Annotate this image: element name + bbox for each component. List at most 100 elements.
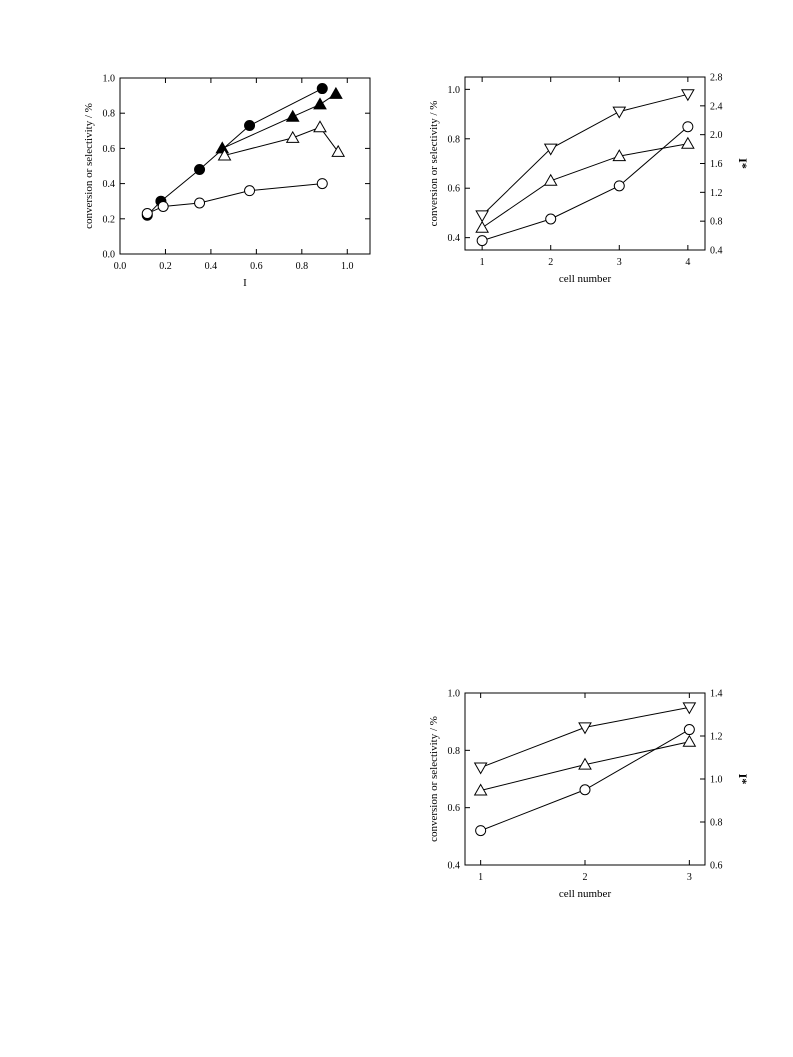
y2-tick-label: 2.8 xyxy=(710,73,723,84)
series-1-point xyxy=(612,106,627,119)
y2-tick-label: 0.8 xyxy=(710,818,723,829)
series-3-point xyxy=(683,724,695,736)
y2-tick-label: 1.2 xyxy=(710,732,723,743)
y2-tick-label: 1.6 xyxy=(710,159,723,170)
x-tick-label: 1.0 xyxy=(341,261,354,272)
series-3-point xyxy=(682,121,694,133)
y2-tick-label: 1.4 xyxy=(710,689,723,700)
series-3-point xyxy=(579,784,591,796)
chart-cell-number-3: 1 2 3 0.4 0.6 0.8 1.0 0.6 0.8 1.0 1.2 1.4 cell numbe… xyxy=(415,683,760,908)
series-2-point xyxy=(680,136,695,149)
series-2-point xyxy=(285,109,300,122)
series-3-point xyxy=(217,148,232,161)
series-1-point xyxy=(244,120,256,132)
chart-conversion-vs-i: 0.00.20.40.60.81.00.00.20.40.60.81.0I*co… xyxy=(75,70,375,300)
series-4-line xyxy=(147,183,323,214)
series-2-line xyxy=(222,93,337,149)
y-tick-label: 0.4 xyxy=(103,179,116,190)
x-tick-label: 4 xyxy=(685,257,690,268)
chart-svg: 1 2 3 4 0.4 0.6 0.8 1.0 0.4 0.8 1.2 1.6 2.0 2.4 2.8 cel… xyxy=(428,73,750,286)
series-2-point xyxy=(329,86,343,99)
y2-tick-label: 0.8 xyxy=(710,217,723,228)
y-tick-label: 0.0 xyxy=(103,250,116,261)
series-3-line xyxy=(481,126,689,242)
series-1-point xyxy=(682,702,697,715)
series-3-point xyxy=(475,825,487,837)
y-tick-label: 1.0 xyxy=(448,689,461,700)
series-1-line xyxy=(481,93,688,216)
series-1-point xyxy=(543,143,558,156)
series-3-point xyxy=(331,144,346,157)
series-1-point xyxy=(473,762,488,775)
y2-axis-label: I* xyxy=(736,158,750,169)
x-tick-label: 3 xyxy=(687,872,692,883)
x-axis-label: cell number xyxy=(559,273,612,285)
y-tick-label: 0.6 xyxy=(103,144,116,155)
series-2-line xyxy=(481,143,688,229)
y-tick-label: 0.8 xyxy=(448,134,461,145)
series-2-point xyxy=(543,173,558,186)
series-1-line xyxy=(146,88,323,216)
x-tick-label: 2 xyxy=(548,257,553,268)
x-tick-label: 3 xyxy=(617,257,622,268)
y-axis-label: conversion or selectivity / % xyxy=(83,103,95,229)
series-2-point xyxy=(475,220,490,233)
x-tick-label: 0.0 xyxy=(114,261,127,272)
y2-tick-label: 0.4 xyxy=(710,246,723,257)
x-tick-label: 2 xyxy=(583,872,588,883)
series-1-point xyxy=(194,164,206,176)
series-1-point xyxy=(578,722,592,735)
x-axis-label: I xyxy=(243,277,247,289)
y-tick-label: 0.4 xyxy=(448,233,461,244)
series-2-point xyxy=(578,757,592,770)
y-tick-label: 0.8 xyxy=(103,109,116,120)
series-1-point xyxy=(316,83,328,95)
series-2-point xyxy=(313,97,327,110)
series-3-point xyxy=(613,180,625,192)
series-2-point xyxy=(473,783,488,796)
y-tick-label: 1.0 xyxy=(448,85,461,96)
series-3-point xyxy=(545,213,557,225)
series-3-line xyxy=(224,126,339,156)
series-2-point xyxy=(682,734,697,747)
y-tick-label: 0.2 xyxy=(103,214,116,225)
series-4-point xyxy=(194,197,206,209)
y2-axis-label: I* xyxy=(736,774,750,785)
y-tick-label: 0.8 xyxy=(448,746,461,757)
x-tick-label: 1 xyxy=(480,257,485,268)
series-4-point xyxy=(244,185,256,197)
x-tick-label: 0.8 xyxy=(296,261,309,272)
series-3-line xyxy=(480,729,690,832)
y-tick-label: 0.6 xyxy=(448,803,461,814)
plot-frame xyxy=(464,692,706,866)
x-axis-label: cell number xyxy=(559,888,612,900)
plot-frame xyxy=(464,76,706,251)
series-3-point xyxy=(313,120,327,133)
y-tick-label: 0.6 xyxy=(448,184,461,195)
series-1-point xyxy=(680,89,695,102)
series-2-point xyxy=(215,141,230,154)
series-4-point xyxy=(157,200,169,212)
chart-svg: 1 2 3 0.4 0.6 0.8 1.0 0.6 0.8 1.0 1.2 1.4 cell numbe… xyxy=(428,689,750,901)
y2-tick-label: 1.2 xyxy=(710,188,723,199)
series-3-point xyxy=(285,130,300,143)
y-axis-label: conversion or selectivity / % xyxy=(428,101,440,227)
series-4-point xyxy=(141,208,153,220)
y2-tick-label: 1.0 xyxy=(710,775,723,786)
series-2-point xyxy=(612,149,627,162)
series-1-point xyxy=(475,210,490,223)
y2-tick-label: 2.4 xyxy=(710,101,723,112)
x-tick-label: 0.2 xyxy=(159,261,172,272)
x-tick-label: 0.6 xyxy=(250,261,263,272)
chart-svg: 0.00.20.40.60.81.00.00.20.40.60.81.0I*co… xyxy=(83,74,371,289)
chart-cell-number-4: 1 2 3 4 0.4 0.6 0.8 1.0 0.4 0.8 1.2 1.6 2.0 2.4 2.8 cel… xyxy=(415,70,760,295)
y2-tick-label: 0.6 xyxy=(710,861,723,872)
series-3-point xyxy=(476,235,488,247)
y2-tick-label: 2.0 xyxy=(710,130,723,141)
x-tick-label: 0.4 xyxy=(205,261,218,272)
x-tick-label: 1 xyxy=(478,872,483,883)
y-axis-label: conversion or selectivity / % xyxy=(428,716,440,842)
series-4-point xyxy=(316,178,328,190)
plot-frame xyxy=(119,77,371,255)
y-tick-label: 1.0 xyxy=(103,74,116,85)
